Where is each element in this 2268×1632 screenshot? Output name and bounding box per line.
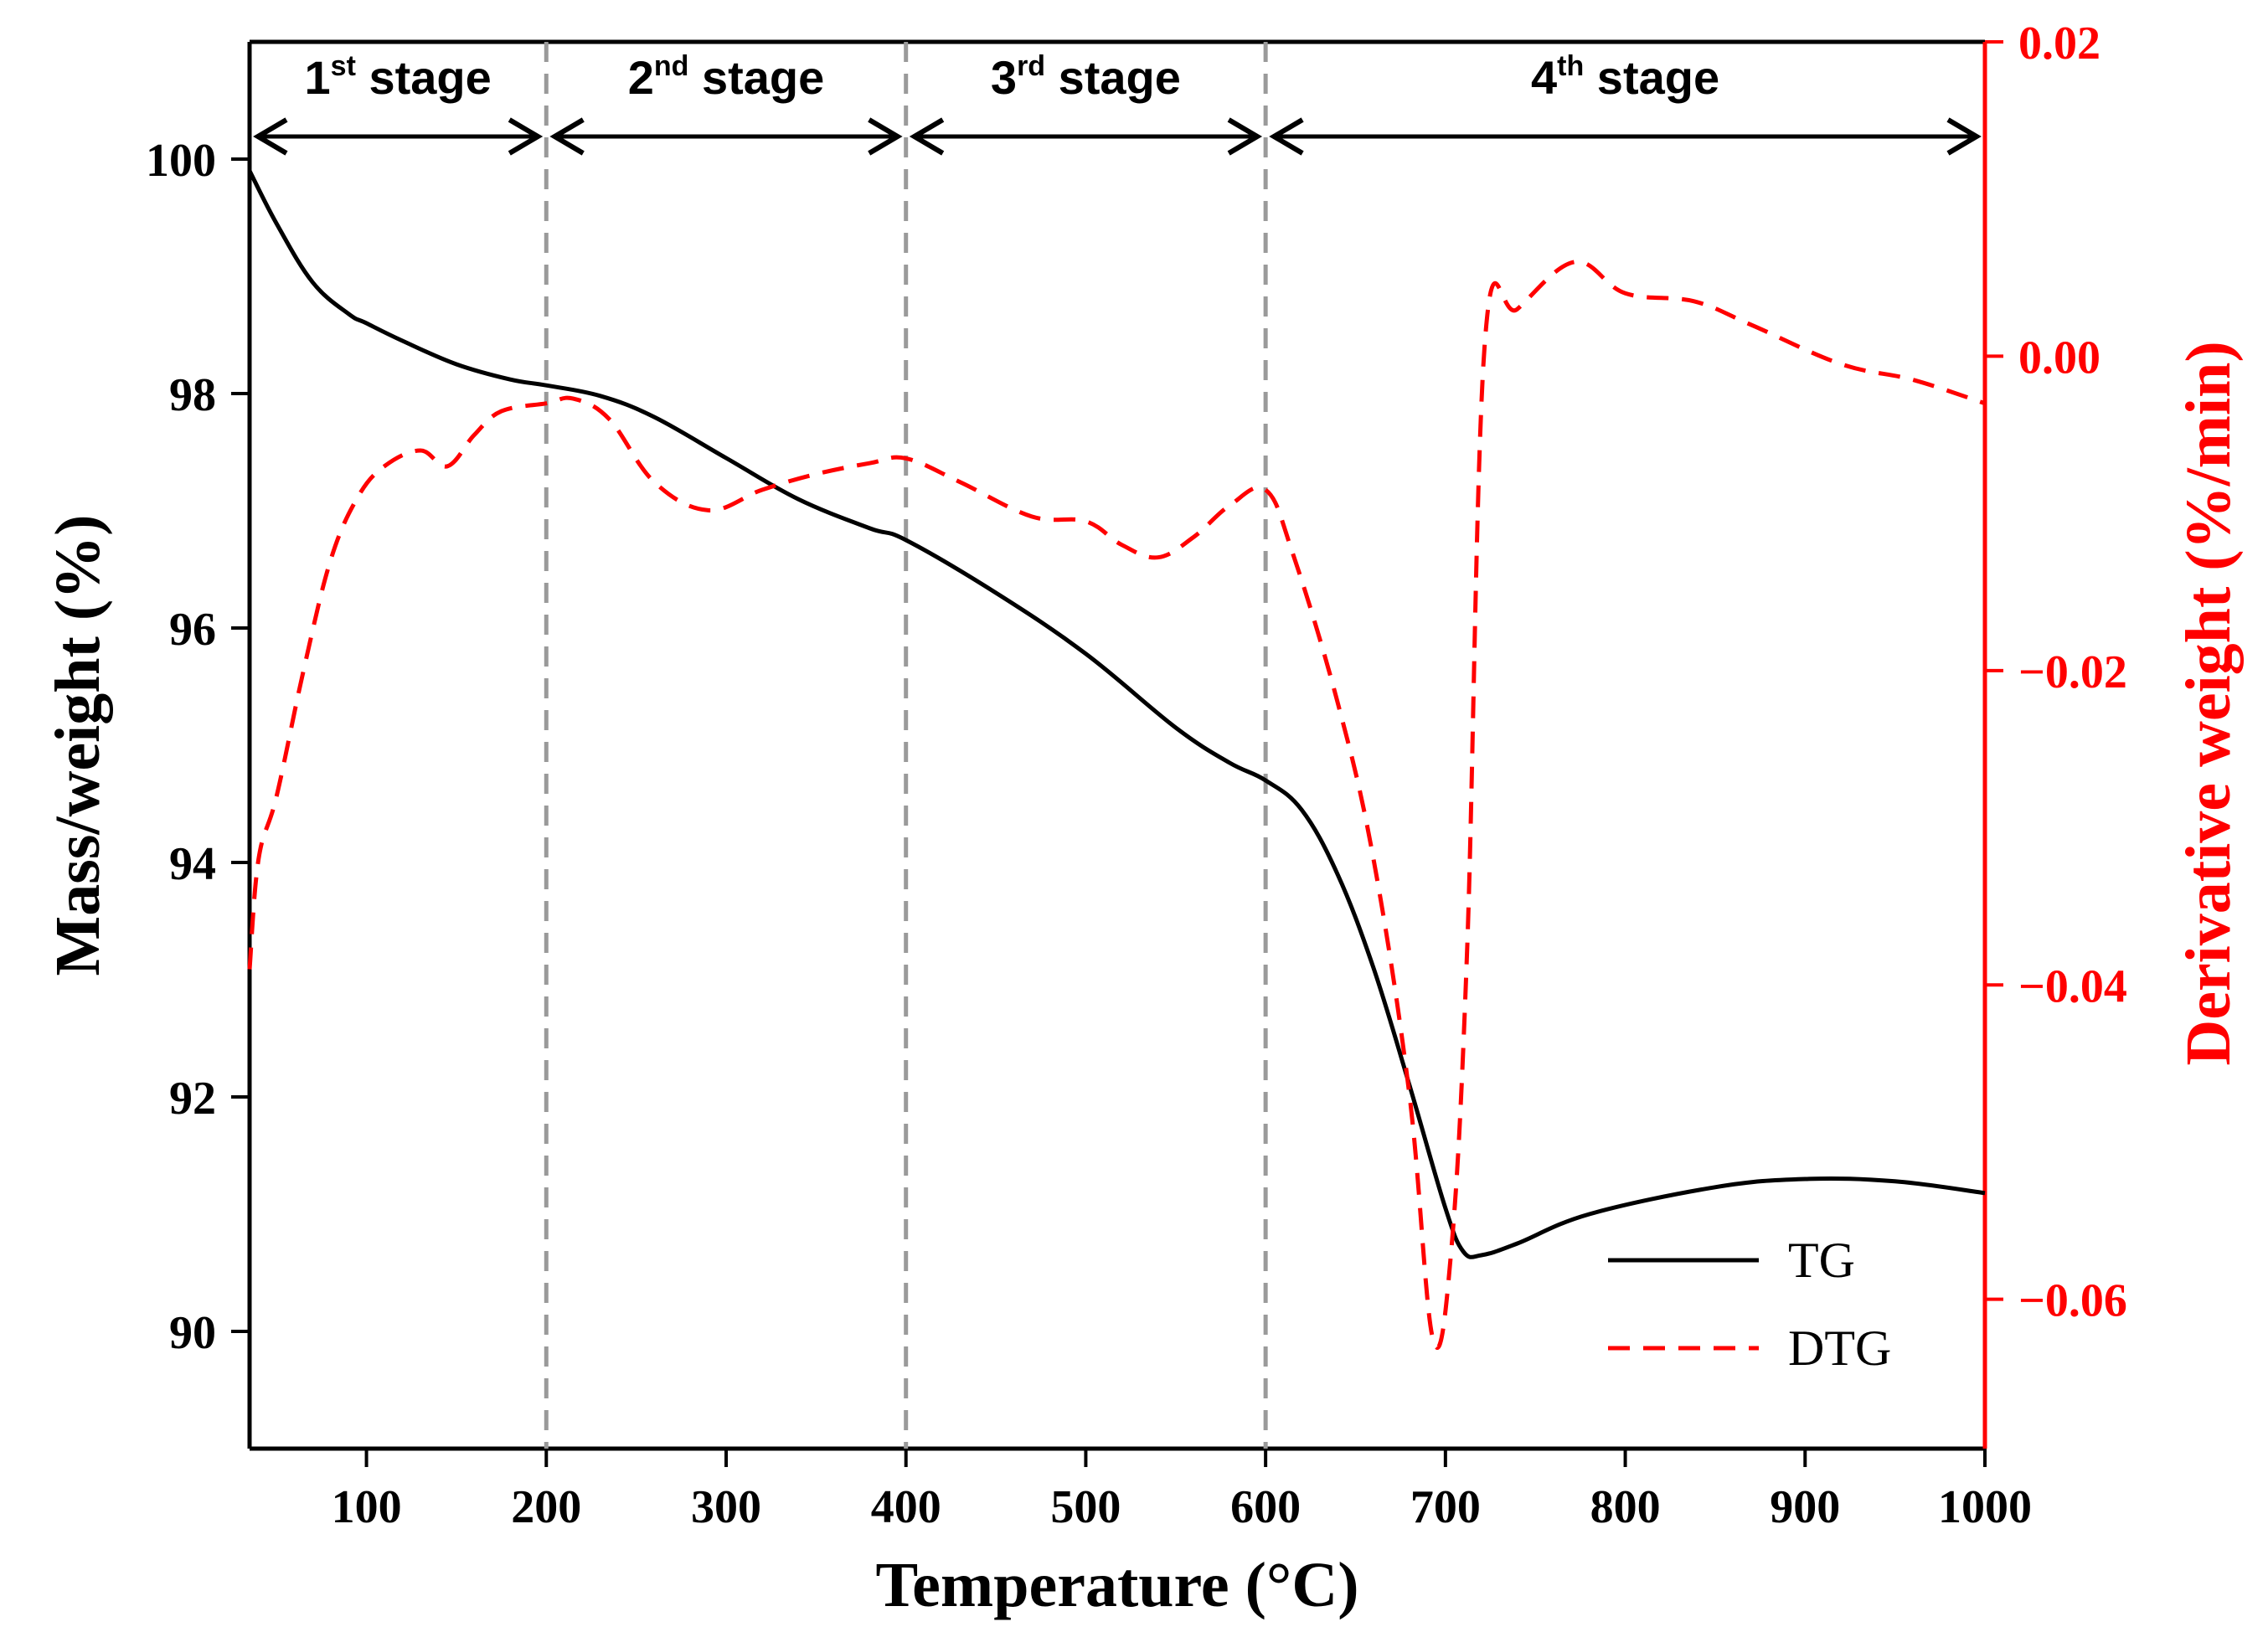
x-tick-label: 1000 — [1938, 1481, 2032, 1533]
y2-tick-label: 0.00 — [2018, 332, 2100, 384]
x-axis-title: Temperature (°C) — [875, 1550, 1358, 1620]
tick-layer: 100 200 300 400 500 600 700 800 900 1000 90 92 94 96 9… — [146, 18, 2127, 1533]
y-tick-label: 94 — [169, 838, 216, 890]
y2-tick-label: −0.06 — [2018, 1275, 2127, 1327]
y-tick-label: 90 — [169, 1307, 216, 1359]
legend: TG DTG — [1608, 1233, 1891, 1376]
x-tick-label: 900 — [1770, 1481, 1840, 1533]
y2-tick-label: −0.02 — [2018, 646, 2127, 698]
stage-number: 1 — [305, 51, 331, 104]
stage-arrowhead-right — [1946, 117, 1982, 156]
stage-number: 3 — [991, 51, 1017, 104]
stage-word: stage — [1045, 51, 1181, 104]
stage-arrowhead-right — [1227, 117, 1263, 156]
stage-arrowhead-left — [909, 117, 945, 156]
y-tick-label: 100 — [146, 135, 216, 187]
stage-annotation: 4th stage — [1269, 50, 1982, 156]
stage-label: 2nd stage — [628, 50, 825, 104]
y2-tick-label: −0.04 — [2018, 960, 2127, 1012]
stage-annotation: 3rd stage — [909, 50, 1263, 156]
stage-label: 4th stage — [1531, 50, 1719, 104]
stage-label: 1st stage — [305, 50, 492, 104]
stage-ordinal-suffix: th — [1557, 50, 1584, 82]
stage-word: stage — [356, 51, 492, 104]
stage-arrowhead-right — [868, 117, 903, 156]
y-tick-label: 92 — [169, 1073, 216, 1125]
y-tick-label: 96 — [169, 604, 216, 656]
x-tick-label: 400 — [871, 1481, 941, 1533]
stage-annotation: 1st stage — [253, 50, 544, 156]
stage-ordinal-suffix: st — [331, 50, 356, 82]
tg-series-line — [247, 169, 1986, 1259]
stage-arrowhead-right — [508, 117, 544, 156]
x-tick-label: 800 — [1590, 1481, 1661, 1533]
x-tick-label: 300 — [691, 1481, 761, 1533]
y-tick-label: 98 — [169, 369, 216, 421]
y2-tick-label: 0.02 — [2018, 18, 2100, 70]
stage-number: 4 — [1531, 51, 1557, 104]
y-axis-title: Mass/weight (%) — [43, 515, 113, 976]
stage-word: stage — [688, 51, 824, 104]
stage-arrowhead-left — [1269, 117, 1304, 156]
stage-ordinal-suffix: rd — [1017, 50, 1045, 82]
stage-number: 2 — [628, 51, 654, 104]
stage-annotation-layer: 1st stage 2nd stage 3rd stage 4th stage — [253, 50, 1982, 156]
x-tick-label: 100 — [332, 1481, 402, 1533]
stage-ordinal-suffix: nd — [654, 50, 689, 82]
stage-arrowhead-left — [253, 117, 288, 156]
dtg-series-line — [247, 260, 1986, 1351]
x-tick-label: 700 — [1410, 1481, 1481, 1533]
stage-arrowhead-left — [549, 117, 585, 156]
legend-dtg-label: DTG — [1788, 1321, 1891, 1376]
legend-tg-label: TG — [1788, 1233, 1855, 1288]
x-tick-label: 500 — [1050, 1481, 1121, 1533]
stage-label: 3rd stage — [991, 50, 1181, 104]
y2-axis-title: Derivative weight (%/min) — [2173, 341, 2244, 1065]
x-tick-label: 200 — [511, 1481, 581, 1533]
stage-divider-layer — [544, 42, 1268, 1449]
stage-word: stage — [1584, 51, 1719, 104]
x-tick-label: 600 — [1230, 1481, 1301, 1533]
stage-annotation: 2nd stage — [549, 50, 903, 156]
series-layer — [247, 169, 1986, 1351]
